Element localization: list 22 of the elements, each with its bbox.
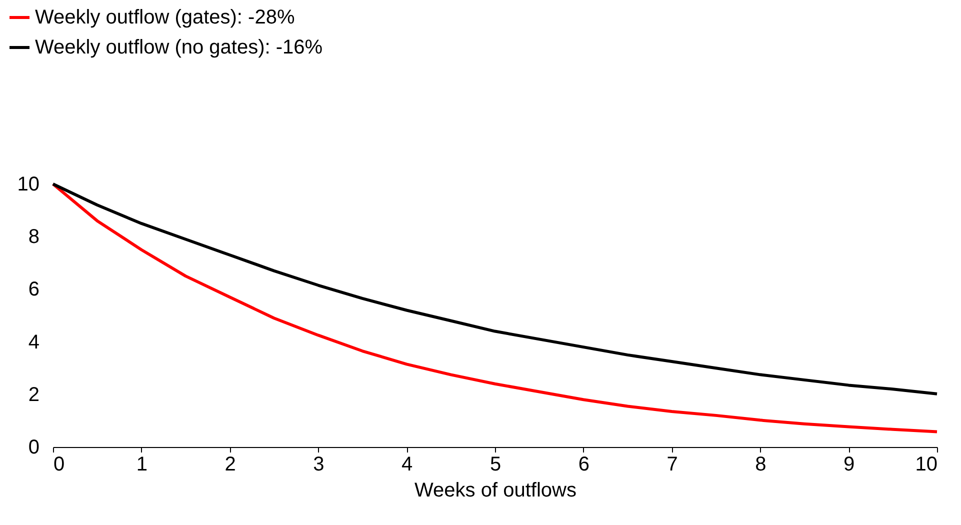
x-tick-label: 4 [402, 454, 413, 476]
y-tick-label: 10 [17, 174, 40, 196]
legend-label: Weekly outflow (no gates): -16% [35, 36, 323, 58]
x-tick-label: 7 [666, 454, 678, 476]
x-axis-title: Weeks of outflows [414, 480, 576, 502]
x-tick-label: 10 [915, 454, 938, 476]
x-tick-label: 8 [755, 454, 766, 476]
x-tick-label: 9 [844, 454, 855, 476]
x-tick-label: 3 [313, 454, 324, 476]
legend-label: Weekly outflow (gates): -28% [35, 6, 295, 28]
x-tick-label: 2 [224, 454, 236, 476]
y-tick-label: 0 [28, 436, 40, 458]
line-series [52, 182, 938, 434]
x-tick-label: 5 [490, 454, 502, 476]
x-tick-label: 6 [578, 454, 590, 476]
x-tick-label: 1 [136, 454, 148, 476]
x-tick-label: 0 [54, 454, 65, 476]
y-tick-label: 2 [28, 384, 40, 406]
y-tick-label: 6 [28, 278, 40, 301]
line-series [52, 182, 938, 396]
y-tick-label: 4 [28, 331, 40, 354]
y-tick-label: 8 [28, 226, 40, 248]
